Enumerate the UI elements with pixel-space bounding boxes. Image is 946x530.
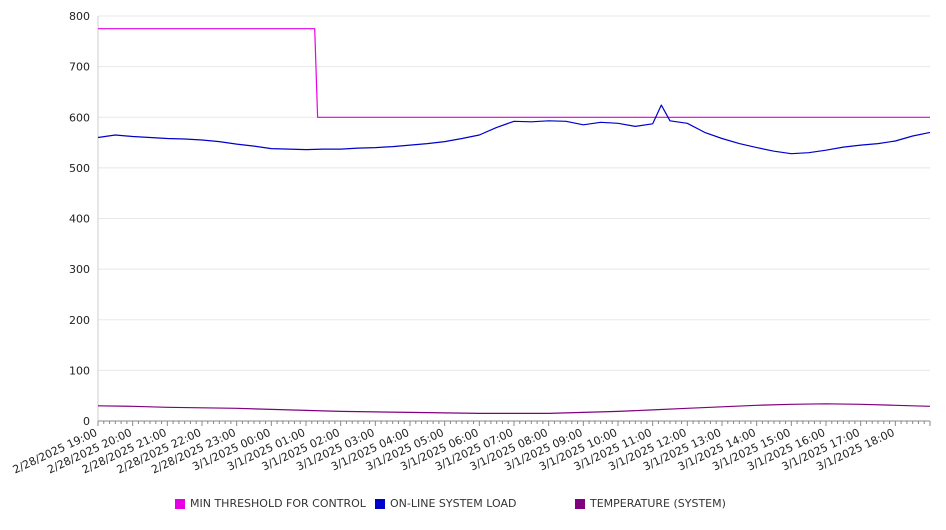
grid-layer bbox=[98, 15, 930, 371]
y-tick-label: 300 bbox=[69, 263, 90, 276]
series-layer bbox=[97, 28, 931, 414]
y-tick-label: 200 bbox=[69, 314, 90, 327]
y-tick-label: 600 bbox=[69, 111, 90, 124]
legend-item-temperature: TEMPERATURE (SYSTEM) bbox=[575, 497, 726, 510]
legend-label-online-load: ON-LINE SYSTEM LOAD bbox=[390, 497, 517, 510]
series-line-2 bbox=[97, 403, 931, 414]
y-tick-label: 700 bbox=[69, 61, 90, 74]
series-line-1 bbox=[97, 104, 931, 155]
y-tick-label: 500 bbox=[69, 162, 90, 175]
y-tick-label: 400 bbox=[69, 213, 90, 226]
legend-item-online-load: ON-LINE SYSTEM LOAD bbox=[375, 497, 516, 510]
y-tick-label: 0 bbox=[83, 415, 90, 428]
series-line-0 bbox=[98, 28, 930, 118]
legend-swatch-online-load bbox=[375, 498, 385, 509]
y-tick-label: 100 bbox=[69, 364, 90, 377]
legend-item-min-threshold: MIN THRESHOLD FOR CONTROL bbox=[175, 497, 366, 510]
legend-swatch-min-threshold bbox=[175, 498, 185, 509]
legend-label-temperature: TEMPERATURE (SYSTEM) bbox=[590, 497, 726, 510]
legend: MIN THRESHOLD FOR CONTROL ON-LINE SYSTEM… bbox=[0, 497, 946, 515]
legend-swatch-temperature bbox=[575, 498, 585, 509]
legend-label-min-threshold: MIN THRESHOLD FOR CONTROL bbox=[190, 497, 366, 510]
y-tick-label: 800 bbox=[69, 10, 90, 23]
